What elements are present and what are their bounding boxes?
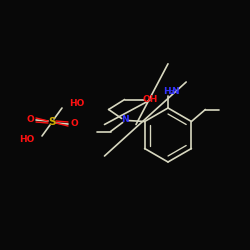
Text: N: N xyxy=(121,115,128,124)
Text: HO: HO xyxy=(20,136,35,144)
Text: 2: 2 xyxy=(169,90,174,96)
Text: HO: HO xyxy=(69,100,84,108)
Text: N: N xyxy=(171,86,179,96)
Text: OH: OH xyxy=(143,95,158,104)
Text: H: H xyxy=(163,86,171,96)
Text: S: S xyxy=(48,117,56,127)
Text: O: O xyxy=(70,120,78,128)
Text: O: O xyxy=(26,116,34,124)
